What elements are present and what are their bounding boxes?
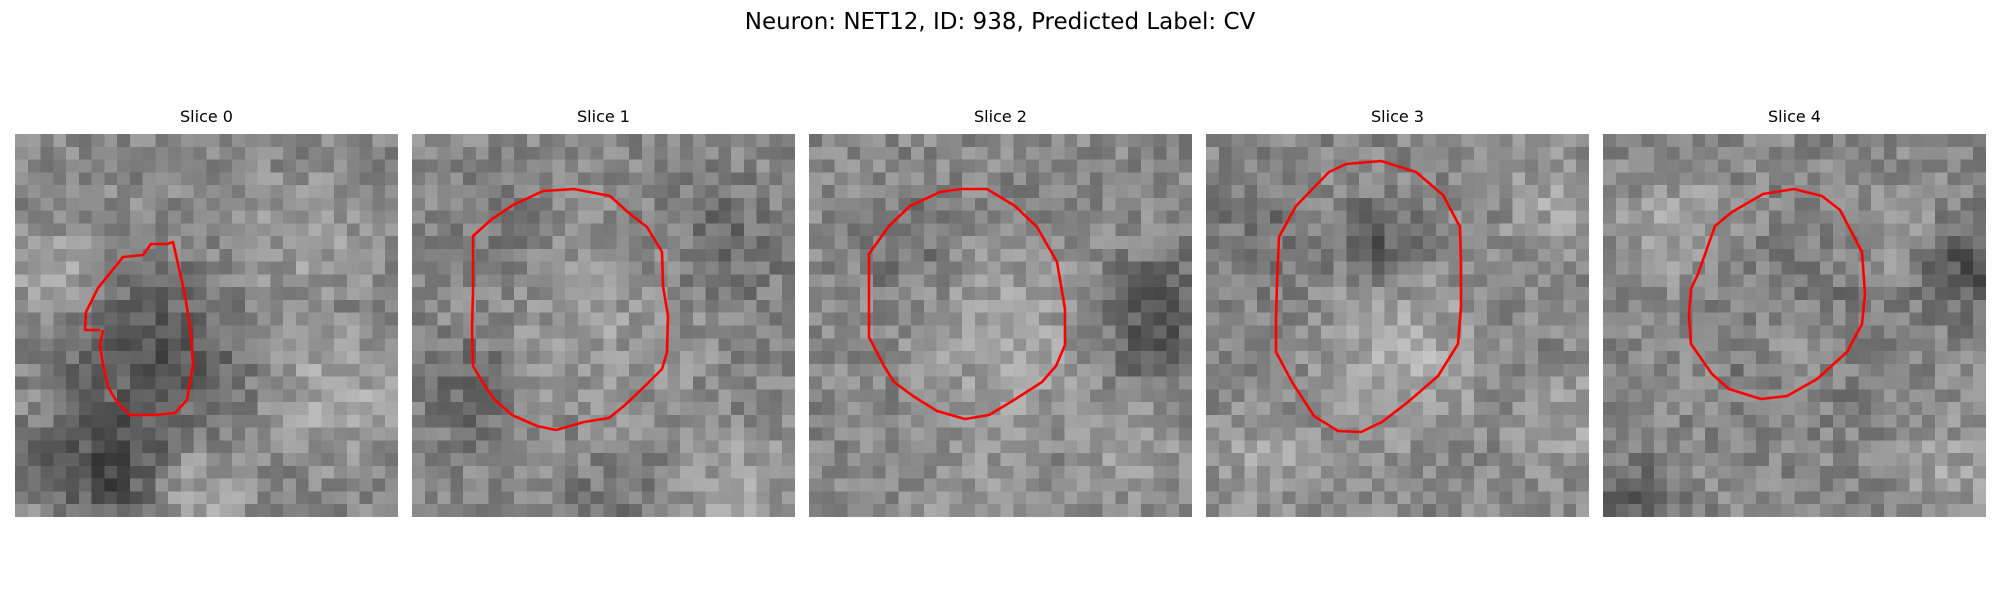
- segmentation-contour: [1687, 187, 1867, 401]
- segmentation-contour: [867, 187, 1067, 421]
- contour-line: [470, 187, 670, 432]
- slice-title: Slice 1: [577, 107, 630, 126]
- segmentation-contour: [470, 187, 670, 432]
- grayscale-micrograph: [15, 134, 398, 517]
- slice-image: [809, 134, 1192, 517]
- slice-image: [1206, 134, 1589, 517]
- segmentation-contour: [83, 240, 195, 417]
- grayscale-micrograph: [1206, 134, 1589, 517]
- slice-title: Slice 0: [180, 107, 233, 126]
- figure-title: Neuron: NET12, ID: 938, Predicted Label:…: [744, 9, 1256, 35]
- slice-image: [15, 134, 398, 517]
- grayscale-micrograph: [412, 134, 795, 517]
- segmentation-contour: [1274, 159, 1463, 434]
- slice-title: Slice 4: [1768, 107, 1821, 126]
- slice-title: Slice 2: [974, 107, 1027, 126]
- grayscale-micrograph: [1603, 134, 1986, 517]
- slice-image: [1603, 134, 1986, 517]
- slice-title: Slice 3: [1371, 107, 1424, 126]
- contour-line: [1274, 159, 1463, 434]
- contour-line: [867, 187, 1067, 421]
- contour-line: [1687, 187, 1867, 401]
- contour-line: [83, 240, 195, 417]
- slice-image: [412, 134, 795, 517]
